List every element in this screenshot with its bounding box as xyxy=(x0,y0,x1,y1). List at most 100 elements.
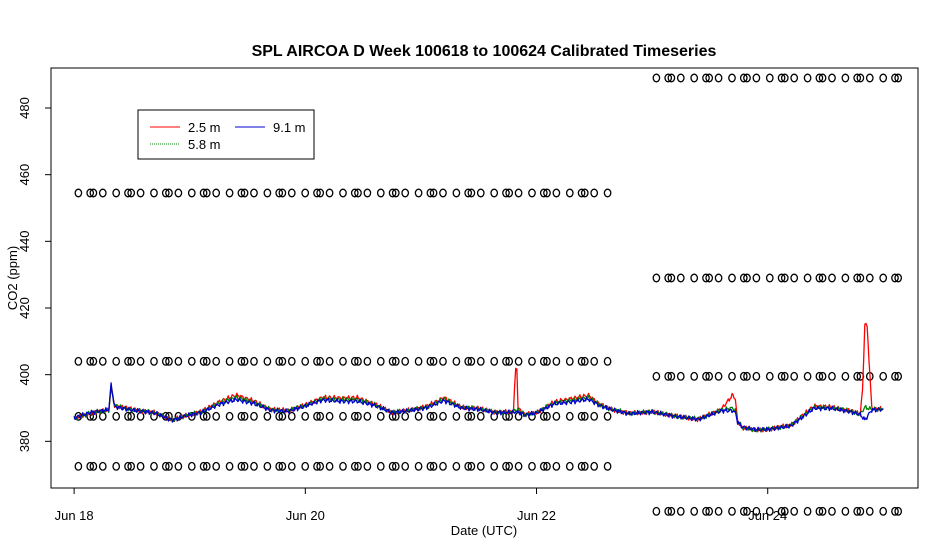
cal-marker-0-3-6 xyxy=(150,188,158,198)
cal-marker-0-3-42 xyxy=(603,188,612,198)
cal-marker-1-1-10 xyxy=(777,371,786,381)
cal-marker-0-2-31 xyxy=(464,356,473,366)
cal-marker-pair-1-0-7 xyxy=(743,506,751,516)
cal-marker-1-0-7 xyxy=(739,506,748,516)
cal-marker-pair-0-0-13 xyxy=(240,461,249,471)
cal-marker-0-1-31 xyxy=(464,411,473,421)
cal-marker-1-2-6 xyxy=(728,273,736,283)
cal-marker-1-2-0 xyxy=(652,273,661,283)
cal-marker-0-0-30 xyxy=(452,461,461,471)
cal-marker-0-2-12 xyxy=(225,356,234,366)
cal-marker-0-0-36 xyxy=(528,461,536,471)
cal-marker-0-0-29 xyxy=(439,461,447,471)
cal-marker-0-0-31 xyxy=(464,461,473,471)
cal-marker-1-2-10 xyxy=(777,273,786,283)
cal-marker-0-1-38 xyxy=(552,411,561,421)
series-lines xyxy=(73,322,884,433)
legend-label-2-5m: 2.5 m xyxy=(188,120,221,135)
cal-marker-pair-1-1-10 xyxy=(780,371,789,381)
cal-marker-pair-1-0-10 xyxy=(780,506,789,516)
cal-marker-0-2-14 xyxy=(250,356,258,366)
cal-marker-0-0-18 xyxy=(301,461,310,471)
y-axis: 380 400 420 440 460 480 xyxy=(17,97,51,452)
cal-marker-0-0-37 xyxy=(539,461,548,471)
cal-marker-0-2-42 xyxy=(603,356,612,366)
cal-marker-0-3-5 xyxy=(136,188,145,198)
cal-marker-pair-0-3-22 xyxy=(354,188,362,198)
cal-marker-1-3-18 xyxy=(879,73,888,83)
cal-marker-0-1-37 xyxy=(539,411,548,421)
cal-marker-pair-1-3-19 xyxy=(894,73,903,83)
cal-marker-pair-0-0-37 xyxy=(543,461,551,471)
cal-marker-1-2-17 xyxy=(865,273,874,283)
cal-marker-0-0-39 xyxy=(565,461,574,471)
cal-marker-0-1-13 xyxy=(237,411,246,421)
cal-marker-0-0-14 xyxy=(250,461,258,471)
cal-marker-0-2-15 xyxy=(263,356,272,366)
cal-marker-0-1-18 xyxy=(301,411,310,421)
cal-marker-0-2-35 xyxy=(514,356,523,366)
cal-marker-pair-0-1-37 xyxy=(543,411,551,421)
cal-marker-1-3-5 xyxy=(714,73,723,83)
series-line-9-1-m xyxy=(73,382,884,433)
cal-marker-1-1-9 xyxy=(765,371,774,381)
cal-marker-1-0-12 xyxy=(803,506,812,516)
cal-marker-pair-0-2-13 xyxy=(240,356,249,366)
cal-marker-0-3-16 xyxy=(275,188,284,198)
cal-marker-pair-1-0-13 xyxy=(818,506,827,516)
cal-marker-0-0-41 xyxy=(590,461,599,471)
cal-marker-pair-0-3-19 xyxy=(316,188,325,198)
cal-marker-0-2-41 xyxy=(590,356,599,366)
cal-marker-0-0-12 xyxy=(225,461,234,471)
cal-marker-pair-1-0-4 xyxy=(705,506,714,516)
y-tick-label-4: 460 xyxy=(17,164,32,186)
cal-marker-0-1-12 xyxy=(225,411,234,421)
cal-marker-1-1-3 xyxy=(690,371,699,381)
cal-marker-pair-1-2-10 xyxy=(780,273,789,283)
cal-marker-0-0-34 xyxy=(502,461,510,471)
cal-marker-0-2-13 xyxy=(237,356,246,366)
cal-marker-1-3-17 xyxy=(865,73,874,83)
cal-marker-1-3-10 xyxy=(777,73,786,83)
cal-marker-0-3-25 xyxy=(388,188,397,198)
cal-marker-0-1-20 xyxy=(325,411,334,421)
cal-marker-0-1-28 xyxy=(426,411,435,421)
cal-marker-1-1-12 xyxy=(803,371,812,381)
legend-box xyxy=(137,109,315,160)
cal-marker-1-3-19 xyxy=(891,73,899,83)
cal-marker-0-0-0 xyxy=(74,461,83,471)
cal-marker-1-3-1 xyxy=(664,73,673,83)
cal-marker-1-0-1 xyxy=(664,506,673,516)
cal-marker-0-3-21 xyxy=(339,188,347,198)
cal-marker-pair-1-3-7 xyxy=(743,73,751,83)
cal-marker-pair-0-1-22 xyxy=(354,411,362,421)
cal-marker-0-3-4 xyxy=(124,188,132,198)
cal-marker-pair-0-2-31 xyxy=(467,356,476,366)
cal-marker-1-3-6 xyxy=(728,73,736,83)
cal-marker-pair-0-2-1 xyxy=(89,356,98,366)
cal-marker-pair-1-0-16 xyxy=(856,506,865,516)
cal-marker-1-1-1 xyxy=(664,371,673,381)
cal-marker-pair-0-0-31 xyxy=(467,461,476,471)
cal-marker-0-0-24 xyxy=(376,461,385,471)
y-tick-label-5: 480 xyxy=(17,97,32,119)
x-tick-label-0: Jun 18 xyxy=(55,508,94,523)
cal-marker-1-1-11 xyxy=(790,371,799,381)
cal-marker-pair-1-2-7 xyxy=(743,273,751,283)
cal-marker-1-1-15 xyxy=(841,371,850,381)
cal-marker-0-3-36 xyxy=(528,188,536,198)
cal-marker-0-2-18 xyxy=(301,356,310,366)
cal-marker-0-3-1 xyxy=(86,188,95,198)
cal-marker-pair-0-3-28 xyxy=(429,188,438,198)
cal-marker-1-3-11 xyxy=(790,73,799,83)
cal-marker-1-1-5 xyxy=(714,371,723,381)
cal-marker-pair-0-0-28 xyxy=(429,461,438,471)
cal-marker-pair-0-2-28 xyxy=(429,356,438,366)
cal-marker-0-3-33 xyxy=(490,188,499,198)
cal-marker-1-0-13 xyxy=(815,506,824,516)
cal-marker-1-2-14 xyxy=(828,273,836,283)
cal-marker-0-0-32 xyxy=(476,461,485,471)
cal-marker-0-1-27 xyxy=(414,411,423,421)
cal-marker-0-3-11 xyxy=(212,188,221,198)
